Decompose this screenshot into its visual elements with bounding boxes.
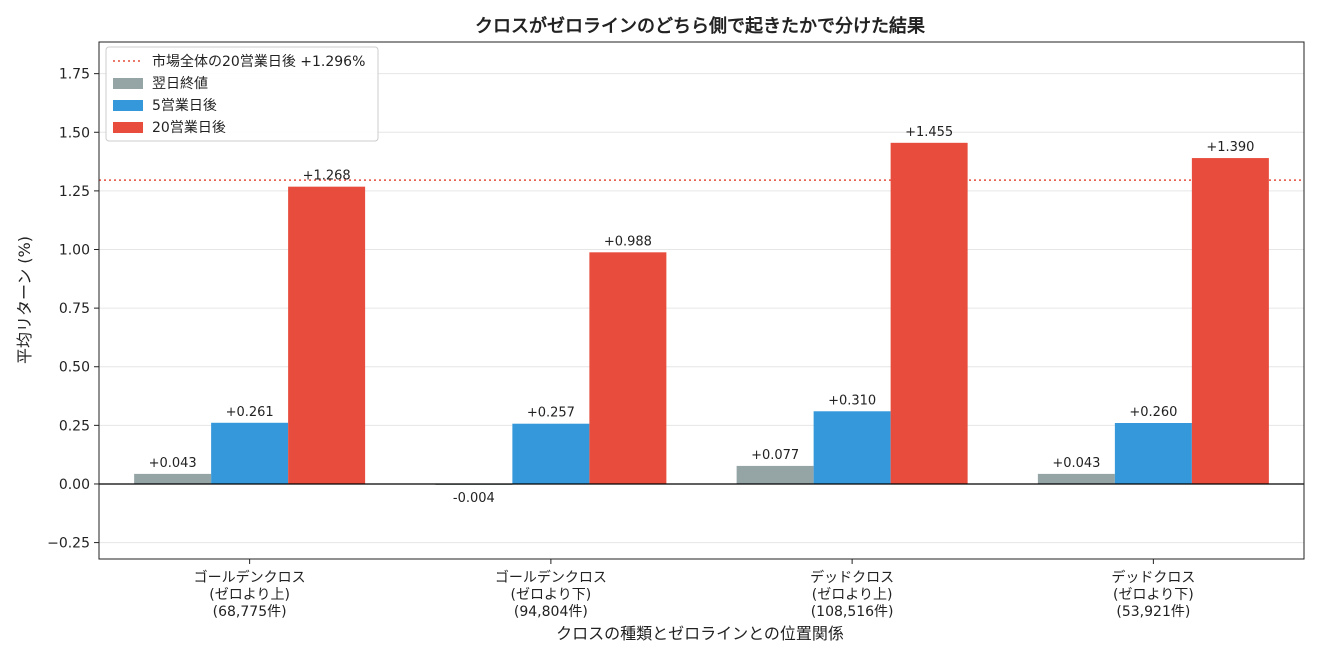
y-tick-label: 1.75 (59, 67, 90, 83)
data-label: +0.077 (751, 448, 799, 463)
plot-frame (98, 41, 1305, 560)
bar (211, 422, 289, 484)
x-category-labels: ゴールデンクロス(ゼロより上)(68,775件)ゴールデンクロス(ゼロより下)(… (194, 559, 1195, 620)
y-tick-label: 0.25 (59, 418, 90, 434)
data-label: +1.455 (905, 125, 953, 140)
y-tick-label: 0.50 (59, 360, 90, 376)
data-label: +0.988 (604, 234, 652, 249)
bar (890, 142, 968, 484)
legend-label: 市場全体の20営業日後 +1.296% (152, 53, 365, 70)
bar (813, 411, 891, 484)
y-tick-label: 0.75 (59, 301, 90, 317)
x-category-label: ゴールデンクロス (495, 569, 607, 586)
bars (134, 142, 1269, 485)
x-category-label: (ゼロより上) (209, 587, 290, 603)
data-label: +0.261 (226, 405, 274, 420)
x-category-label: (108,516件) (811, 604, 894, 620)
legend-label: 5営業日後 (152, 98, 217, 114)
data-label: +0.043 (1052, 456, 1100, 471)
legend-label: 20営業日後 (152, 120, 226, 136)
x-category-label: (ゼロより下) (1113, 587, 1194, 603)
data-label: -0.004 (453, 491, 495, 506)
chart-title: クロスがゼロラインのどちら側で起きたかで分けた結果 (475, 15, 926, 37)
bar (512, 423, 590, 484)
x-category-label: (68,775件) (213, 604, 287, 620)
data-label: +0.257 (527, 406, 575, 421)
bar (1114, 423, 1192, 484)
bar (1037, 473, 1115, 484)
x-category-label: デッドクロス (1111, 569, 1195, 586)
y-ticks: −0.25 0.00 0.25 0.50 0.75 1.00 1.25 1.50 1.75 (47, 67, 99, 552)
x-category-label: (53,921件) (1116, 604, 1190, 620)
legend-label: 翌日終値 (152, 76, 208, 92)
data-label: +0.310 (828, 393, 876, 408)
legend-swatch (113, 78, 143, 89)
data-labels: +0.043 +0.261 +1.268 -0.004 +0.257 +0.988 +0.0… (149, 125, 1255, 506)
legend-box (105, 46, 379, 142)
data-label: +1.268 (303, 169, 351, 184)
bar (589, 252, 667, 484)
y-tick-label: 1.25 (59, 184, 90, 200)
y-tick-label: 0.00 (59, 477, 90, 493)
legend: 市場全体の20営業日後 +1.296% 翌日終値 5営業日後 20営業日後 (105, 46, 379, 142)
x-category-label: (ゼロより下) (511, 587, 592, 603)
x-category-label: (ゼロより上) (812, 587, 893, 603)
legend-swatch (113, 100, 143, 111)
x-category-label: (94,804件) (514, 604, 588, 620)
y-tick-label: 1.50 (59, 125, 90, 141)
y-tick-label: 1.00 (59, 243, 90, 259)
data-label: +0.260 (1129, 405, 1177, 420)
x-category-label: ゴールデンクロス (194, 569, 306, 586)
data-label: +1.390 (1206, 140, 1254, 155)
bar (1191, 158, 1269, 484)
bar (134, 473, 212, 484)
legend-swatch (113, 122, 143, 133)
x-axis-label: クロスの種類とゼロラインとの位置関係 (556, 624, 844, 643)
data-label: +0.043 (149, 456, 197, 471)
bar (288, 186, 366, 484)
y-tick-label: −0.25 (47, 536, 90, 552)
x-category-label: デッドクロス (810, 569, 894, 586)
y-axis-label: 平均リターン (%) (15, 236, 34, 364)
bar (736, 465, 814, 484)
